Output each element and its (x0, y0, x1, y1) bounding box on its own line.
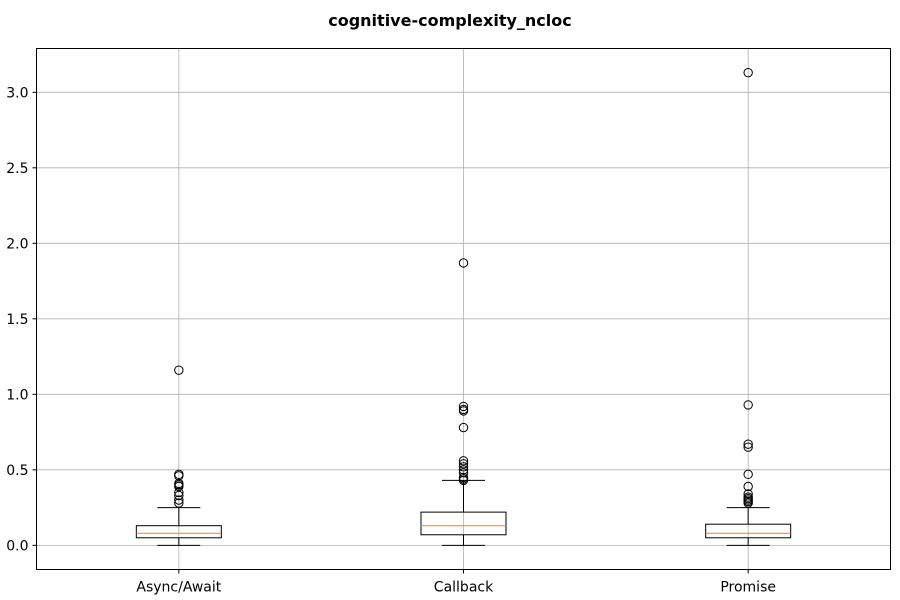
outlier-point (174, 487, 184, 498)
box-group (135, 365, 222, 546)
iqr-box (135, 525, 222, 539)
y-tick-label: 2.0 (6, 236, 28, 252)
outlier-point (458, 462, 469, 472)
iqr-box (420, 511, 507, 536)
x-tick-label: Promise (720, 580, 776, 596)
y-tick-label: 1.0 (6, 387, 28, 403)
outlier-point (458, 475, 469, 486)
y-tick-label: 0.5 (6, 463, 28, 479)
outlier-point (458, 468, 469, 478)
outlier-point (174, 481, 184, 492)
outlier-point (458, 465, 469, 475)
box-group (705, 67, 792, 546)
outlier-point (743, 442, 753, 452)
outlier-point (174, 498, 184, 508)
outlier-point (174, 471, 184, 481)
y-tick-label: 2.5 (6, 161, 28, 177)
outlier-point (458, 258, 469, 268)
outlier-point (743, 400, 753, 410)
outlier-point (458, 406, 469, 416)
outlier-point (458, 401, 469, 412)
y-tick-label: 3.0 (6, 85, 28, 101)
outlier-point (743, 439, 753, 449)
outlier-point (174, 495, 184, 505)
axis-layer: 0.0 0.5 1.0 1.5 2.0 2.5 3.0 Async/Await Callback… (6, 85, 776, 595)
chart-title: cognitive-complexity_ncloc (328, 11, 572, 30)
y-tick-label: 0.0 (6, 538, 28, 554)
outlier-point (743, 469, 753, 480)
box-layer (135, 67, 792, 546)
outlier-point (743, 489, 753, 499)
outlier-point (174, 365, 184, 375)
iqr-box (705, 523, 792, 539)
x-tick-label: Async/Await (136, 580, 221, 596)
box-group (420, 258, 507, 546)
outlier-point (458, 422, 469, 433)
x-tick-label: Callback (434, 580, 494, 596)
y-tick-label: 1.5 (6, 312, 28, 328)
outlier-point (743, 498, 753, 508)
outlier-point (743, 481, 753, 492)
outlier-point (458, 459, 469, 469)
outlier-point (458, 456, 469, 466)
outlier-point (174, 490, 184, 501)
outlier-point (743, 67, 753, 78)
